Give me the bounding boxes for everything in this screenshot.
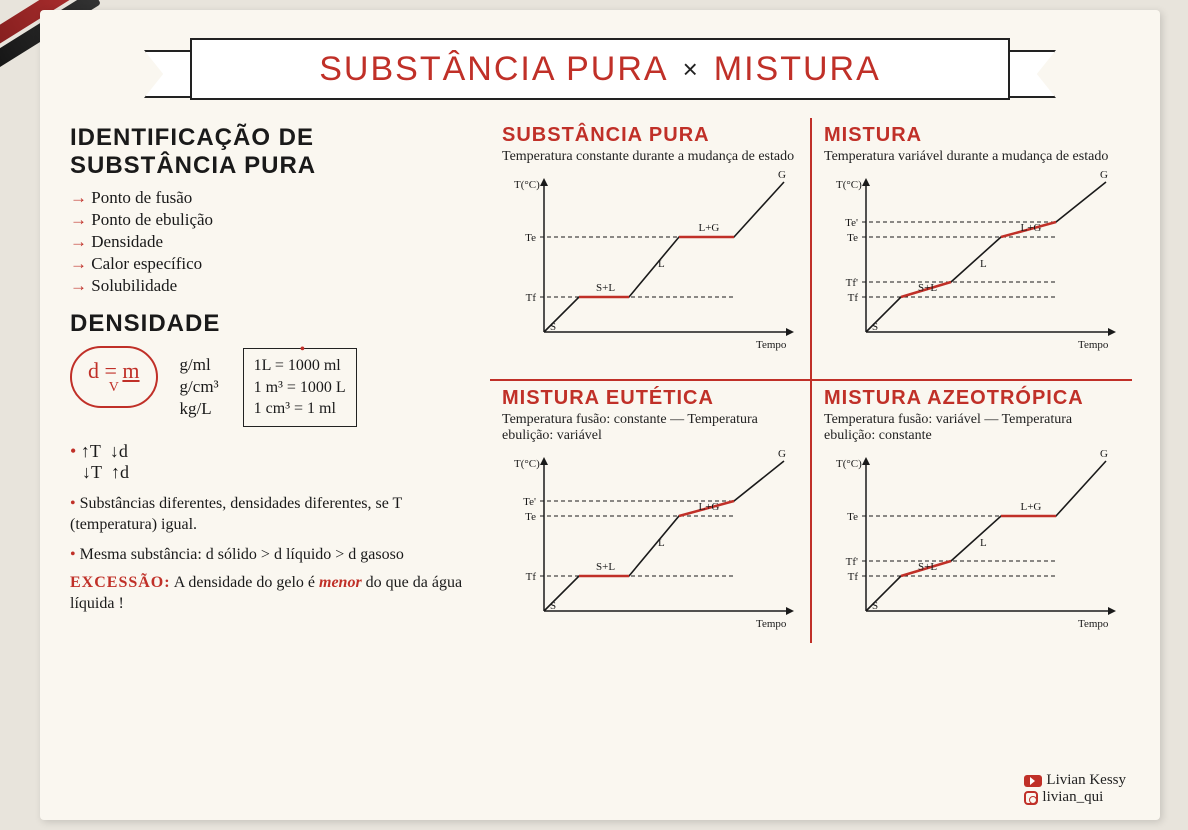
svg-text:G: G	[778, 449, 786, 460]
svg-text:Tf: Tf	[848, 292, 859, 304]
charts-grid: SUBSTÂNCIA PURA Temperatura constante du…	[490, 118, 1130, 643]
title-banner: SUBSTÂNCIA PURA × MISTURA	[190, 38, 1010, 100]
svg-text:L: L	[658, 537, 665, 549]
credits: Livian Kessy livian_qui	[1024, 772, 1126, 806]
section-identificacao: IDENTIFICAÇÃO DE SUBSTÂNCIA PURA	[70, 124, 480, 180]
chart-panel: MISTURA AZEOTRÓPICA Temperatura fusão: v…	[810, 381, 1132, 644]
credit-youtube: Livian Kessy	[1046, 772, 1126, 788]
svg-text:L: L	[658, 258, 665, 270]
chart-panel: MISTURA EUTÉTICA Temperatura fusão: cons…	[490, 381, 810, 644]
svg-text:S: S	[872, 600, 878, 612]
conversion-box: 1L = 1000 ml 1 m³ = 1000 L 1 cm³ = 1 ml	[243, 348, 357, 427]
panel-desc: Temperatura fusão: constante — Temperatu…	[502, 412, 802, 446]
bullet-item: Calor específico	[70, 254, 480, 274]
panel-title: MISTURA AZEOTRÓPICA	[824, 387, 1124, 410]
svg-text:Tempo: Tempo	[1078, 618, 1109, 630]
svg-text:Te': Te'	[845, 217, 858, 229]
svg-text:L+G: L+G	[1021, 501, 1042, 513]
youtube-icon	[1024, 775, 1042, 787]
phase-chart: T(°C) Tempo Te' Te Tf' Tf S S+L L L+G G	[824, 170, 1124, 360]
svg-text:Te: Te	[847, 511, 858, 523]
panel-desc: Temperatura variável durante a mudança d…	[824, 149, 1124, 166]
title-x: ×	[683, 54, 700, 85]
svg-text:T(°C): T(°C)	[836, 179, 862, 191]
chart-panel: MISTURA Temperatura variável durante a m…	[810, 118, 1132, 381]
svg-text:Tf': Tf'	[846, 556, 858, 568]
section-densidade: DENSIDADE	[70, 310, 480, 338]
bullet-item: Densidade	[70, 232, 480, 252]
svg-text:G: G	[778, 170, 786, 181]
svg-text:Tf: Tf	[848, 571, 859, 583]
svg-text:Tf: Tf	[526, 292, 537, 304]
svg-text:Te: Te	[847, 232, 858, 244]
svg-text:S+L: S+L	[918, 282, 937, 294]
svg-text:T(°C): T(°C)	[836, 458, 862, 470]
panel-title: MISTURA	[824, 124, 1124, 147]
bullet-list: Ponto de fusão Ponto de ebulição Densida…	[70, 188, 480, 296]
chart-panel: SUBSTÂNCIA PURA Temperatura constante du…	[490, 118, 810, 381]
panel-title: MISTURA EUTÉTICA	[502, 387, 802, 410]
instagram-icon	[1024, 791, 1038, 805]
title-part-b: MISTURA	[714, 50, 881, 89]
credit-instagram: livian_qui	[1042, 789, 1103, 805]
paper-sheet: SUBSTÂNCIA PURA × MISTURA IDENTIFICAÇÃO …	[40, 10, 1160, 820]
temp-density-relation: T d T d	[70, 441, 480, 483]
ribbon-left	[144, 50, 192, 98]
svg-text:G: G	[1100, 449, 1108, 460]
exception-label: EXCESSÃO:	[70, 574, 171, 591]
svg-text:L: L	[980, 537, 987, 549]
density-units: g/ml g/cm³ kg/L	[180, 354, 219, 420]
panel-desc: Temperatura constante durante a mudança …	[502, 149, 802, 166]
svg-text:L+G: L+G	[1021, 222, 1042, 234]
svg-text:Te: Te	[525, 232, 536, 244]
left-column: IDENTIFICAÇÃO DE SUBSTÂNCIA PURA Ponto d…	[70, 118, 480, 643]
svg-text:Tempo: Tempo	[756, 618, 787, 630]
exception-text: A densidade do gelo é	[174, 574, 319, 591]
svg-text:G: G	[1100, 170, 1108, 181]
svg-text:S: S	[550, 600, 556, 612]
ribbon-right	[1008, 50, 1056, 98]
svg-text:Te: Te	[525, 511, 536, 523]
svg-text:T(°C): T(°C)	[514, 179, 540, 191]
panel-desc: Temperatura fusão: variável — Temperatur…	[824, 412, 1124, 446]
svg-text:S+L: S+L	[596, 561, 615, 573]
svg-text:S+L: S+L	[596, 282, 615, 294]
svg-text:Tempo: Tempo	[756, 339, 787, 351]
note-1: Substâncias diferentes, densidades difer…	[70, 493, 480, 536]
exception-emph: menor	[319, 574, 362, 591]
svg-text:Te': Te'	[523, 496, 536, 508]
svg-text:L: L	[980, 258, 987, 270]
svg-text:L+G: L+G	[699, 222, 720, 234]
svg-text:Tf: Tf	[526, 571, 537, 583]
svg-text:L+G: L+G	[699, 501, 720, 513]
phase-chart: T(°C) Tempo Te Tf' Tf S S+L L L+G G	[824, 449, 1124, 639]
note-2: Mesma substância: d sólido > d líquido >…	[70, 544, 480, 566]
svg-text:T(°C): T(°C)	[514, 458, 540, 470]
bullet-item: Solubilidade	[70, 276, 480, 296]
formula-cloud: d = mV	[70, 346, 158, 408]
title-part-a: SUBSTÂNCIA PURA	[319, 50, 668, 89]
bullet-item: Ponto de ebulição	[70, 210, 480, 230]
density-notes: Substâncias diferentes, densidades difer…	[70, 493, 480, 615]
phase-chart: T(°C) Tempo Te' Te Tf S S+L L L+G G	[502, 449, 802, 639]
svg-text:Tf': Tf'	[846, 277, 858, 289]
phase-chart: T(°C) Tempo Te Tf S S+L L L+G G	[502, 170, 802, 360]
svg-text:Tempo: Tempo	[1078, 339, 1109, 351]
bullet-item: Ponto de fusão	[70, 188, 480, 208]
svg-text:S: S	[550, 321, 556, 333]
svg-text:S: S	[872, 321, 878, 333]
svg-text:S+L: S+L	[918, 561, 937, 573]
panel-title: SUBSTÂNCIA PURA	[502, 124, 802, 147]
